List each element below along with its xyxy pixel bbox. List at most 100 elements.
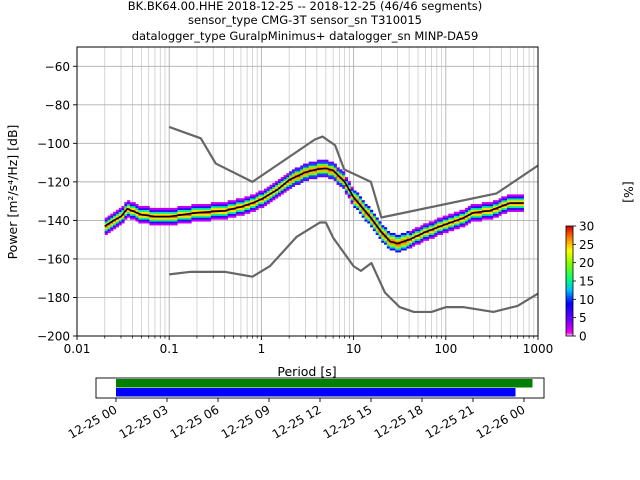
heatmap-cell: [400, 234, 404, 237]
colorbar-segment: [566, 286, 573, 289]
heatmap-cell: [210, 217, 214, 220]
heatmap-cell: [411, 229, 416, 232]
heatmap-cell: [417, 232, 421, 236]
heatmap-cell: [171, 207, 175, 211]
colorbar-tick-label: 5: [579, 311, 587, 325]
y-tick-label: −100: [37, 137, 70, 151]
heatmap-cell: [174, 209, 178, 212]
heatmap-cell: [191, 217, 195, 220]
colorbar-segment: [566, 240, 573, 243]
heatmap-cell: [230, 202, 234, 205]
heatmap-cell: [236, 200, 240, 203]
heatmap-cell: [498, 207, 502, 211]
heatmap-cell: [157, 207, 161, 211]
heatmap-cell: [291, 169, 295, 172]
heatmap-cell: [372, 213, 376, 216]
heatmap-cell: [227, 200, 231, 203]
heatmap-cell: [110, 225, 114, 228]
heatmap-cell: [520, 198, 525, 201]
heatmap-cell: [437, 229, 441, 232]
heatmap-cell: [439, 223, 444, 226]
heatmap-cell: [336, 169, 340, 172]
heatmap-cell: [115, 221, 120, 224]
heatmap-cell: [185, 217, 189, 220]
heatmap-cell: [238, 200, 242, 203]
heatmap-cell: [219, 202, 223, 205]
colorbar-segment: [566, 314, 573, 317]
heatmap-cell: [110, 219, 114, 222]
heatmap-cell: [331, 175, 335, 178]
colorbar-segment: [566, 266, 573, 269]
heatmap-cell: [342, 182, 346, 185]
colorbar-segment: [566, 227, 573, 230]
heatmap-cell: [291, 180, 295, 184]
heatmap-cell: [314, 161, 318, 164]
heatmap-cell: [495, 204, 499, 207]
heatmap-cell: [364, 205, 368, 209]
heatmap-cell: [465, 211, 469, 214]
noise-model-line: [168, 125, 539, 219]
heatmap-cell: [166, 207, 170, 211]
colorbar-segment: [566, 312, 573, 315]
heatmap-cell: [236, 207, 240, 211]
heatmap-cell: [314, 173, 318, 176]
heatmap-cell: [451, 227, 455, 230]
colorbar-segment: [566, 292, 573, 295]
heatmap-cell: [230, 200, 234, 203]
heatmap-cell: [258, 190, 262, 193]
heatmap-cell: [325, 161, 329, 164]
heatmap-cell: [490, 215, 494, 218]
heatmap-cell: [356, 194, 360, 197]
heatmap-cell: [263, 204, 268, 207]
heatmap-cell: [367, 217, 371, 220]
heatmap-cell: [266, 202, 270, 205]
heatmap-cell: [512, 205, 516, 209]
heatmap-cell: [263, 202, 268, 205]
heatmap-cell: [110, 213, 114, 216]
heatmap-cell: [411, 240, 416, 243]
heatmap-cell: [350, 200, 354, 203]
heatmap-cell: [439, 232, 444, 236]
heatmap-cell: [283, 186, 287, 189]
colorbar-segment: [566, 310, 573, 313]
heatmap-cell: [518, 204, 522, 207]
x-axis-ticks: 0.01 0.1 1 10 100 1000: [64, 336, 553, 356]
heatmap-cell: [322, 169, 326, 172]
heatmap-cell: [132, 207, 136, 211]
colorbar-segment: [566, 297, 573, 300]
heatmap-cell: [453, 217, 457, 220]
heatmap-cell: [236, 209, 240, 212]
heatmap-cell: [492, 205, 497, 209]
heatmap-cell: [297, 178, 301, 182]
heatmap-cell: [286, 184, 290, 187]
heatmap-cell: [451, 213, 455, 216]
heatmap-cell: [367, 209, 371, 212]
heatmap-cell: [439, 221, 444, 224]
colorbar-segment: [566, 317, 573, 320]
heatmap-cell: [118, 209, 122, 212]
heatmap-cell: [177, 217, 181, 220]
heatmap-cell: [291, 175, 295, 178]
heatmap-cell: [180, 215, 184, 218]
heatmap-cell: [484, 207, 488, 211]
heatmap-cell: [465, 213, 469, 216]
heatmap-cell: [208, 204, 212, 207]
heatmap-cell: [300, 165, 304, 168]
heatmap-cell: [303, 163, 307, 166]
heatmap-cell: [392, 236, 396, 239]
heatmap-cell: [166, 213, 170, 216]
heatmap-cell: [420, 231, 424, 234]
heatmap-cell: [479, 219, 483, 222]
heatmap-cell: [129, 207, 133, 211]
heatmap-cell: [129, 204, 133, 207]
heatmap-cell: [291, 184, 295, 187]
heatmap-cell: [331, 171, 335, 174]
heatmap-cell: [113, 227, 117, 230]
heatmap-cell: [467, 215, 471, 218]
heatmap-cell: [138, 217, 142, 220]
heatmap-cell: [381, 236, 385, 239]
heatmap-cell: [196, 205, 201, 209]
y-axis-ticks: −200 −180 −160 −140 −120 −100 −80 −60: [37, 60, 77, 344]
heatmap-cell: [406, 246, 410, 249]
heatmap-cell: [275, 182, 279, 185]
